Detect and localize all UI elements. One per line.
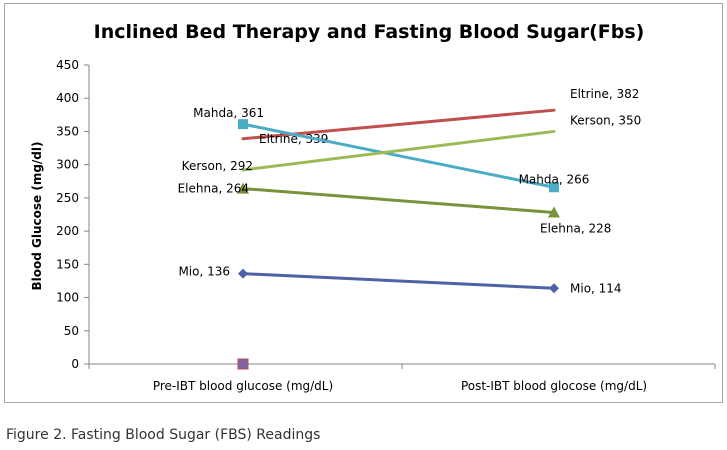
data-label-mahda: Mahda, 266 <box>519 172 590 186</box>
y-tick-label: 150 <box>56 257 79 271</box>
y-tick-label: 350 <box>56 124 79 138</box>
y-tick-label: 450 <box>56 58 79 72</box>
data-point-mio <box>238 268 248 279</box>
chart-frame: Inclined Bed Therapy and Fasting Blood S… <box>4 3 723 403</box>
series-line-mio <box>241 272 556 290</box>
data-label-kerson: Kerson, 350 <box>570 113 641 127</box>
y-tick-label: 0 <box>71 357 79 371</box>
data-point-elehna <box>237 182 249 194</box>
chart-svg: Inclined Bed Therapy and Fasting Blood S… <box>30 21 716 393</box>
y-tick-label: 200 <box>56 224 79 238</box>
y-axis-label: Blood Glucose (mg/dl) <box>30 142 44 291</box>
data-point-mahda <box>238 119 248 130</box>
series-line-elehna <box>241 187 556 215</box>
y-tick-label: 50 <box>64 324 79 338</box>
x-category-label: Pre-IBT blood glucose (mg/dL) <box>153 379 333 393</box>
y-tick-label: 400 <box>56 91 79 105</box>
data-point-mio <box>549 283 559 294</box>
data-label-eltrine: Eltrine, 382 <box>570 87 639 101</box>
series-layer: Mio, 136 Mio, 114 Eltrine, 339 Eltrine, 382… <box>178 87 641 370</box>
axes: 0 50 100 150 200 250 300 350 400 450 Pre-IBT blood… <box>56 58 716 393</box>
data-label-elehna: Elehna, 228 <box>540 222 611 236</box>
data-label-mio: Mio, 136 <box>178 265 230 279</box>
y-tick-label: 300 <box>56 158 79 172</box>
data-point-mahda <box>549 182 559 193</box>
data-label-mahda: Mahda, 361 <box>193 106 264 120</box>
data-label-elehna: Elehna, 264 <box>178 182 249 196</box>
chart-title: Inclined Bed Therapy and Fasting Blood S… <box>94 21 645 43</box>
data-label-eltrine: Eltrine, 339 <box>259 132 328 146</box>
series-line-mahda <box>241 122 556 189</box>
series-line-kerson <box>241 129 556 172</box>
y-tick-label: 250 <box>56 191 79 205</box>
data-point-elehna <box>548 206 560 218</box>
data-label-mio: Mio, 114 <box>570 281 622 295</box>
x-category-label: Post-IBT blood glocose (mg/dL) <box>461 379 647 393</box>
y-tick-label: 100 <box>56 291 79 305</box>
figure-caption: Figure 2. Fasting Blood Sugar (FBS) Read… <box>6 427 321 443</box>
data-label-kerson: Kerson, 292 <box>182 159 253 173</box>
data-point-zero <box>237 358 249 370</box>
